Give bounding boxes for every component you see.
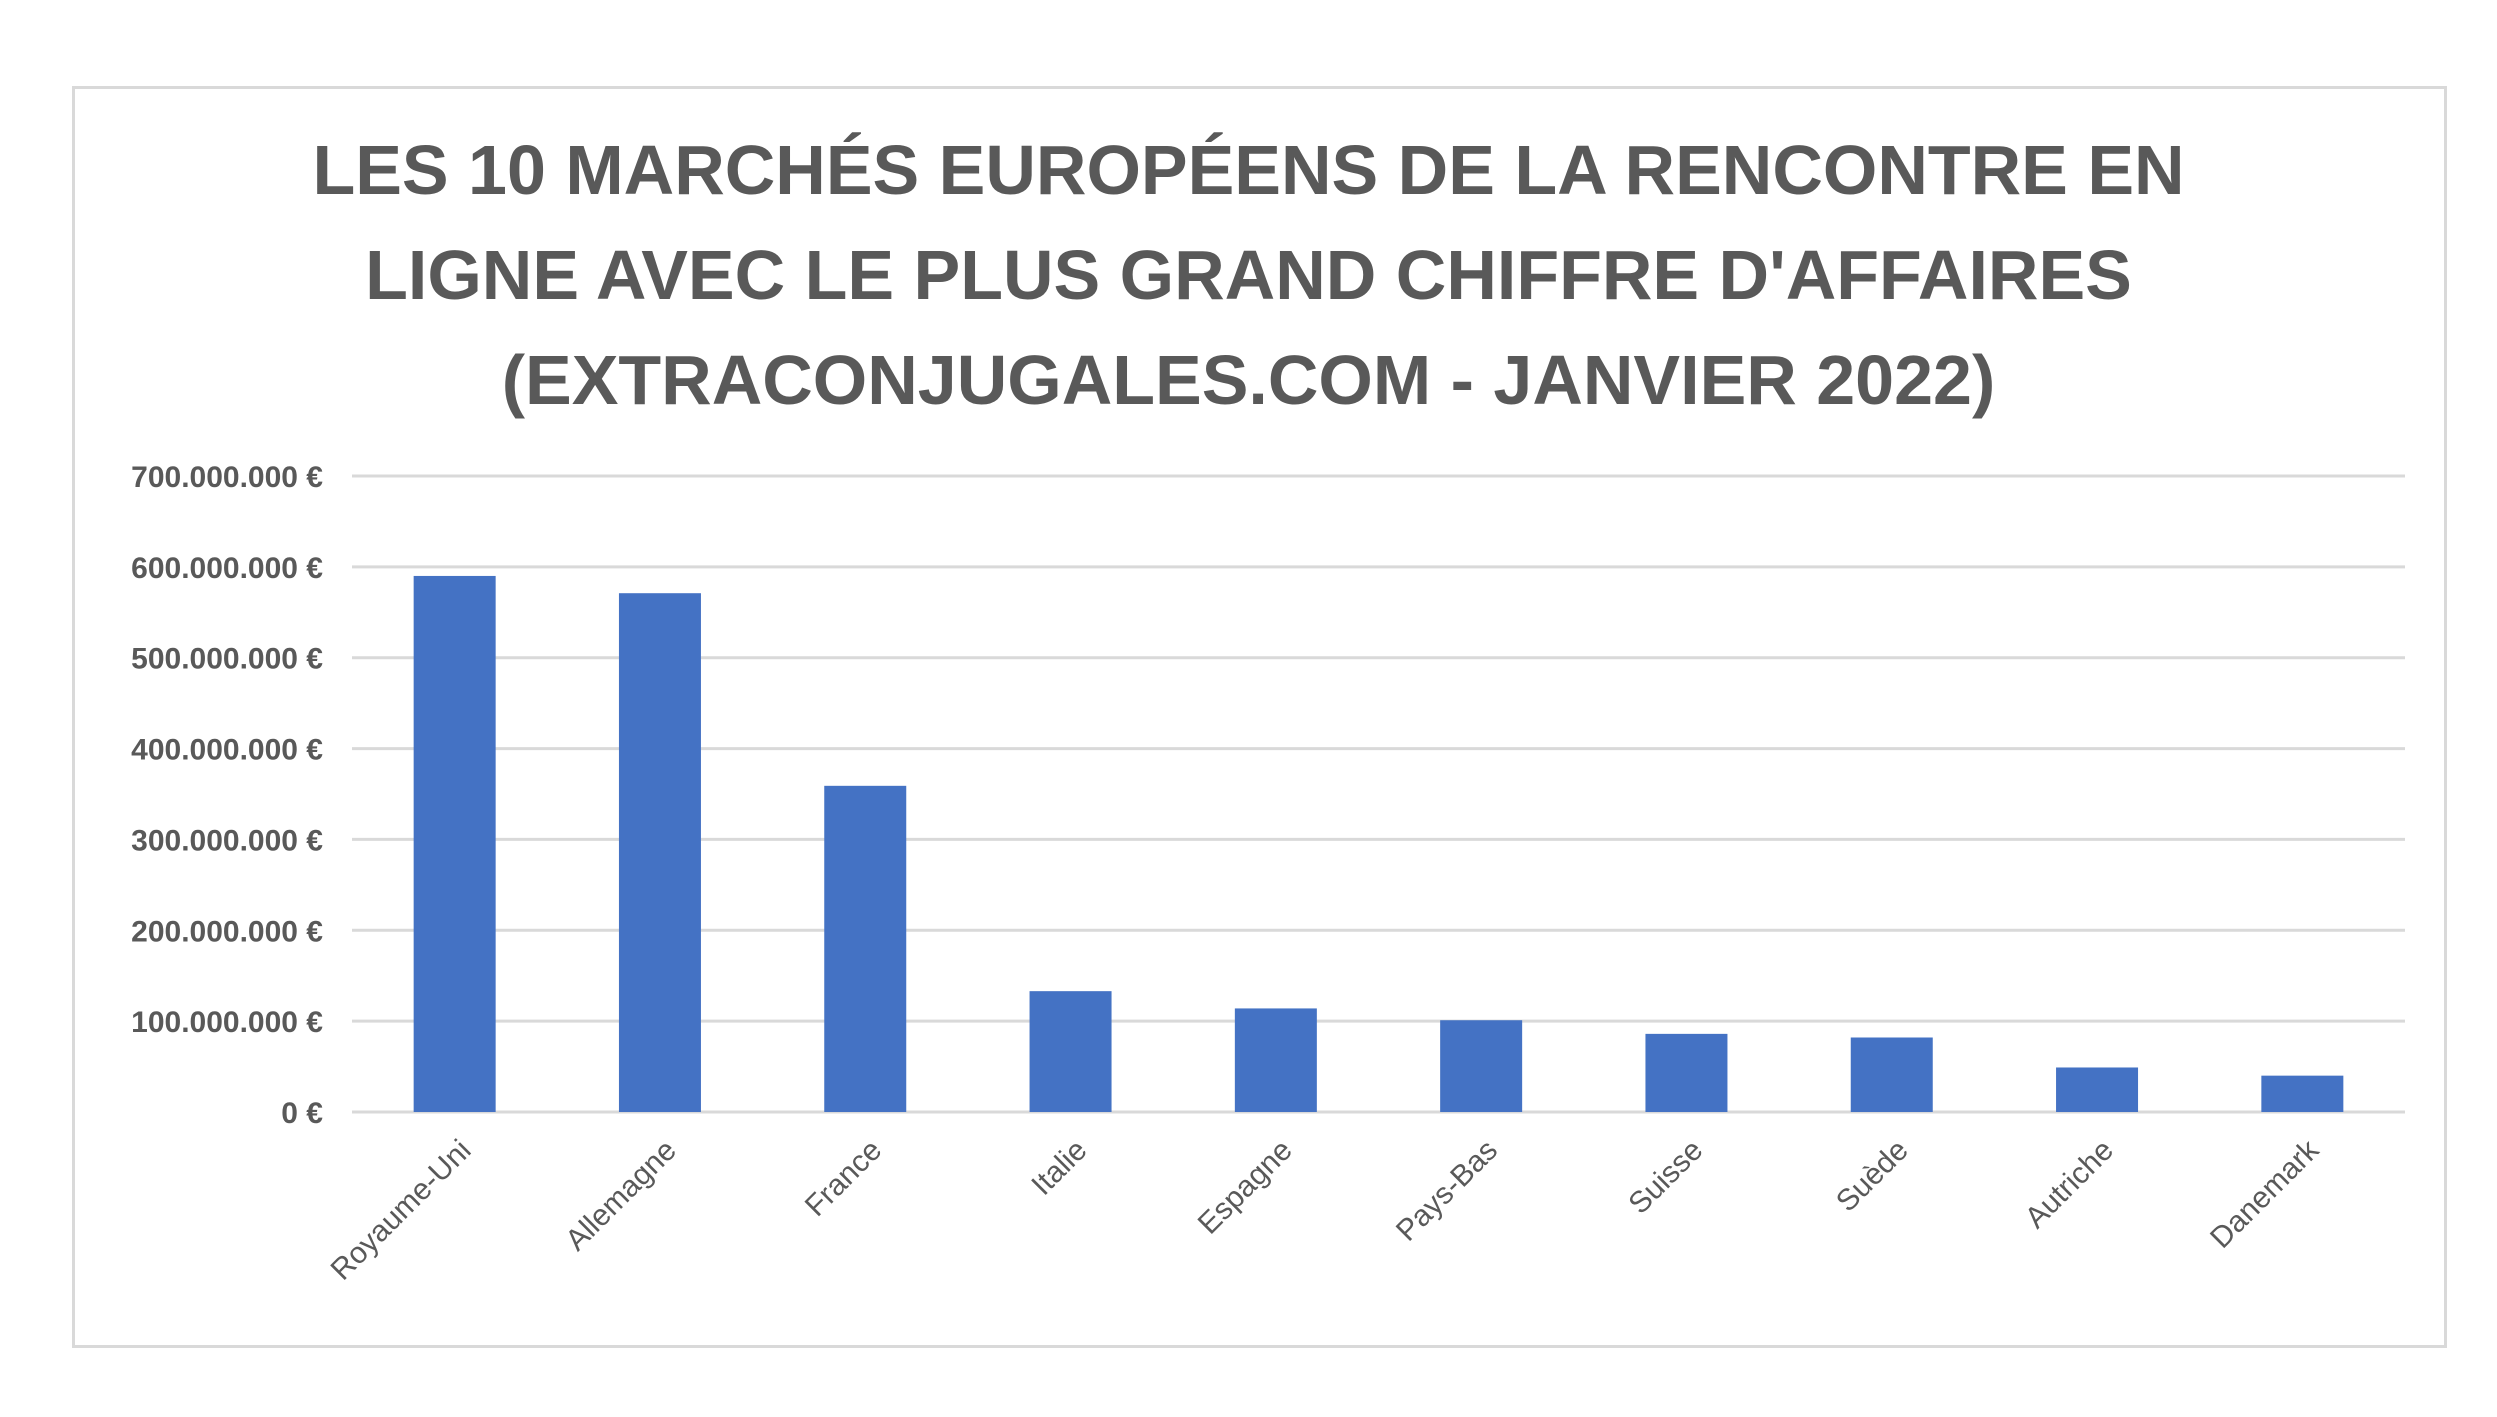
bar-royaume-uni xyxy=(413,575,496,1112)
x-axis-category-labels: Royaume-Uni Allemagne France Italie Espagne P… xyxy=(325,1133,2326,1287)
y-tick-label: 0 € xyxy=(281,1097,323,1130)
chart-title-line-3: (EXTRACONJUGALES.COM - JANVIER 2022) xyxy=(501,341,1996,419)
y-tick-label: 600.000.000 € xyxy=(131,552,323,585)
y-tick-label: 200.000.000 € xyxy=(131,915,323,948)
y-tick-label: 700.000.000 € xyxy=(131,461,323,494)
x-category-label: Pays-Bas xyxy=(1390,1134,1504,1248)
x-category-label: Autriche xyxy=(2019,1134,2120,1235)
bar-italie xyxy=(1029,991,1112,1112)
y-tick-label: 300.000.000 € xyxy=(131,824,323,857)
bar-pays-bas xyxy=(1440,1020,1523,1112)
chart-title: LES 10 MARCHÉS EUROPÉENS DE LA RENCONTRE… xyxy=(0,118,2497,433)
bar-autriche xyxy=(2056,1067,2139,1112)
x-category-label: Suisse xyxy=(1622,1134,1709,1221)
y-axis-tick-labels: 0 € 100.000.000 € 200.000.000 € 300.000.000… xyxy=(131,461,323,1130)
bars xyxy=(413,575,2344,1112)
bar-suisse xyxy=(1645,1033,1728,1112)
x-category-label: Royaume-Uni xyxy=(325,1134,478,1287)
y-tick-label: 400.000.000 € xyxy=(131,734,323,767)
x-category-label: Allemagne xyxy=(559,1134,683,1258)
bar-allemagne xyxy=(618,593,701,1112)
y-tick-label: 500.000.000 € xyxy=(131,643,323,676)
x-category-label: Suède xyxy=(1830,1134,1915,1219)
chart-title-line-1: LES 10 MARCHÉS EUROPÉENS DE LA RENCONTRE… xyxy=(312,131,2185,209)
bar-espagne xyxy=(1234,1008,1317,1112)
x-category-label: France xyxy=(799,1134,888,1223)
bar-su-de xyxy=(1850,1037,1933,1112)
x-category-label: Danemark xyxy=(2204,1133,2326,1255)
bar-danemark xyxy=(2261,1075,2344,1112)
chart-title-line-2: LIGNE AVEC LE PLUS GRAND CHIFFRE D'AFFAI… xyxy=(365,236,2132,314)
y-tick-label: 100.000.000 € xyxy=(131,1006,323,1039)
x-category-label: Italie xyxy=(1025,1134,1093,1202)
x-category-label: Espagne xyxy=(1192,1134,1299,1241)
bar-france xyxy=(824,785,907,1112)
